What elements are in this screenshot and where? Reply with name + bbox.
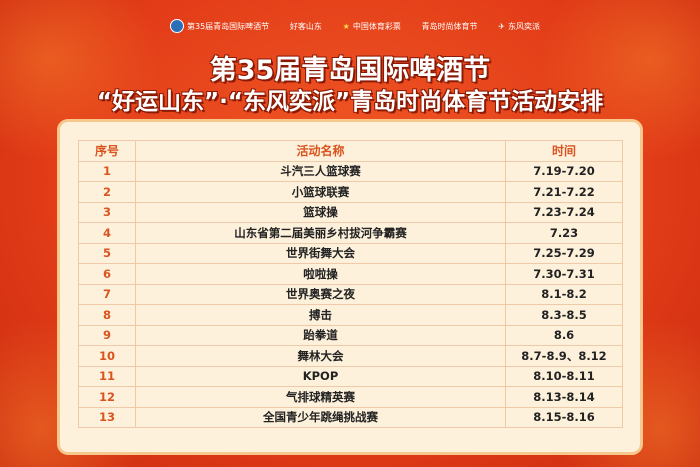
star-icon: ★: [342, 21, 350, 31]
cell-name: 小篮球联赛: [135, 181, 506, 203]
cell-seq: 5: [78, 242, 136, 264]
table-row: 13 全国青少年跳绳挑战赛 8.15-8.16: [78, 406, 623, 428]
logo-text: 第35届青岛国际啤酒节: [187, 21, 270, 31]
cell-seq: 2: [78, 181, 136, 203]
cell-name: 世界街舞大会: [135, 242, 506, 264]
table-row: 6 啦啦操 7.30-7.31: [78, 263, 623, 285]
table-header: 序号 活动名称 时间: [78, 140, 623, 162]
logo-shandong: 好客山东: [290, 21, 322, 32]
header-seq: 序号: [78, 140, 136, 162]
cell-seq: 6: [78, 263, 136, 285]
table-row: 4 山东省第二届美丽乡村拔河争霸赛 7.23: [78, 222, 623, 244]
cell-time: 8.10-8.11: [505, 365, 623, 387]
table-row: 9 跆拳道 8.6: [78, 324, 623, 346]
table-row: 10 舞林大会 8.7-8.9、8.12: [78, 345, 623, 367]
cell-name: 舞林大会: [135, 345, 506, 367]
cell-seq: 11: [78, 365, 136, 387]
cell-seq: 9: [78, 324, 136, 346]
cell-name: 跆拳道: [135, 324, 506, 346]
cell-time: 7.19-7.20: [505, 160, 623, 182]
cell-time: 8.3-8.5: [505, 304, 623, 326]
cell-time: 8.1-8.2: [505, 283, 623, 305]
logo-fashion-sports: 青岛时尚体育节: [422, 21, 478, 32]
cell-name: 世界奥赛之夜: [135, 283, 506, 305]
cell-name: 啦啦操: [135, 263, 506, 285]
cell-name: 篮球操: [135, 201, 506, 223]
cell-time: 8.7-8.9、8.12: [505, 345, 623, 367]
schedule-table: 序号 活动名称 时间 1 斗汽三人篮球赛 7.19-7.20 2 小篮球联赛 7.21-7…: [78, 140, 623, 428]
logo-text: 青岛时尚体育节: [421, 21, 478, 31]
title-line-2: “好运山东”·“东风奕派”青岛时尚体育节活动安排: [96, 89, 604, 115]
table-row: 2 小篮球联赛 7.21-7.22: [78, 181, 623, 203]
table-row: 12 气排球精英赛 8.13-8.14: [78, 386, 623, 408]
beer-festival-emblem-icon: [170, 19, 184, 33]
logo-lottery: ★ 中国体育彩票: [343, 21, 401, 32]
cell-name: 山东省第二届美丽乡村拔河争霸赛: [135, 222, 506, 244]
cell-seq: 4: [78, 222, 136, 244]
title-line-1: 第35届青岛国际啤酒节: [209, 55, 491, 86]
logo-text: 东风奕派: [508, 21, 540, 31]
cell-seq: 7: [78, 283, 136, 305]
cell-time: 7.30-7.31: [505, 263, 623, 285]
table-row: 3 篮球操 7.23-7.24: [78, 201, 623, 223]
logo-dongfeng: ✈ 东风奕派: [498, 21, 540, 32]
cell-time: 8.6: [505, 324, 623, 346]
logo-text: 好客山东: [289, 21, 322, 31]
cell-name: KPOP: [135, 365, 506, 387]
logo-text: 中国体育彩票: [352, 21, 401, 31]
sponsor-logos: 第35届青岛国际啤酒节 好客山东 ★ 中国体育彩票 青岛时尚体育节 ✈ 东风奕派: [170, 14, 540, 38]
cell-name: 气排球精英赛: [135, 386, 506, 408]
cell-seq: 1: [78, 160, 136, 182]
header-time: 时间: [505, 140, 623, 162]
table-row: 11 KPOP 8.10-8.11: [78, 365, 623, 387]
table-row: 5 世界街舞大会 7.25-7.29: [78, 242, 623, 264]
cell-name: 搏击: [135, 304, 506, 326]
cell-time: 7.23: [505, 222, 623, 244]
cell-time: 8.13-8.14: [505, 386, 623, 408]
cell-seq: 8: [78, 304, 136, 326]
table-row: 8 搏击 8.3-8.5: [78, 304, 623, 326]
cell-time: 8.15-8.16: [505, 406, 623, 428]
cell-seq: 3: [78, 201, 136, 223]
cell-time: 7.23-7.24: [505, 201, 623, 223]
cell-time: 7.25-7.29: [505, 242, 623, 264]
cell-name: 全国青少年跳绳挑战赛: [135, 406, 506, 428]
cell-seq: 10: [78, 345, 136, 367]
cell-time: 7.21-7.22: [505, 181, 623, 203]
cell-name: 斗汽三人篮球赛: [135, 160, 506, 182]
cell-seq: 13: [78, 406, 136, 428]
table-row: 1 斗汽三人篮球赛 7.19-7.20: [78, 160, 623, 182]
header-name: 活动名称: [135, 140, 506, 162]
dongfeng-emblem-icon: ✈: [498, 21, 505, 31]
table-row: 7 世界奥赛之夜 8.1-8.2: [78, 283, 623, 305]
logo-beer-festival: 第35届青岛国际啤酒节: [170, 19, 269, 33]
cell-seq: 12: [78, 386, 136, 408]
